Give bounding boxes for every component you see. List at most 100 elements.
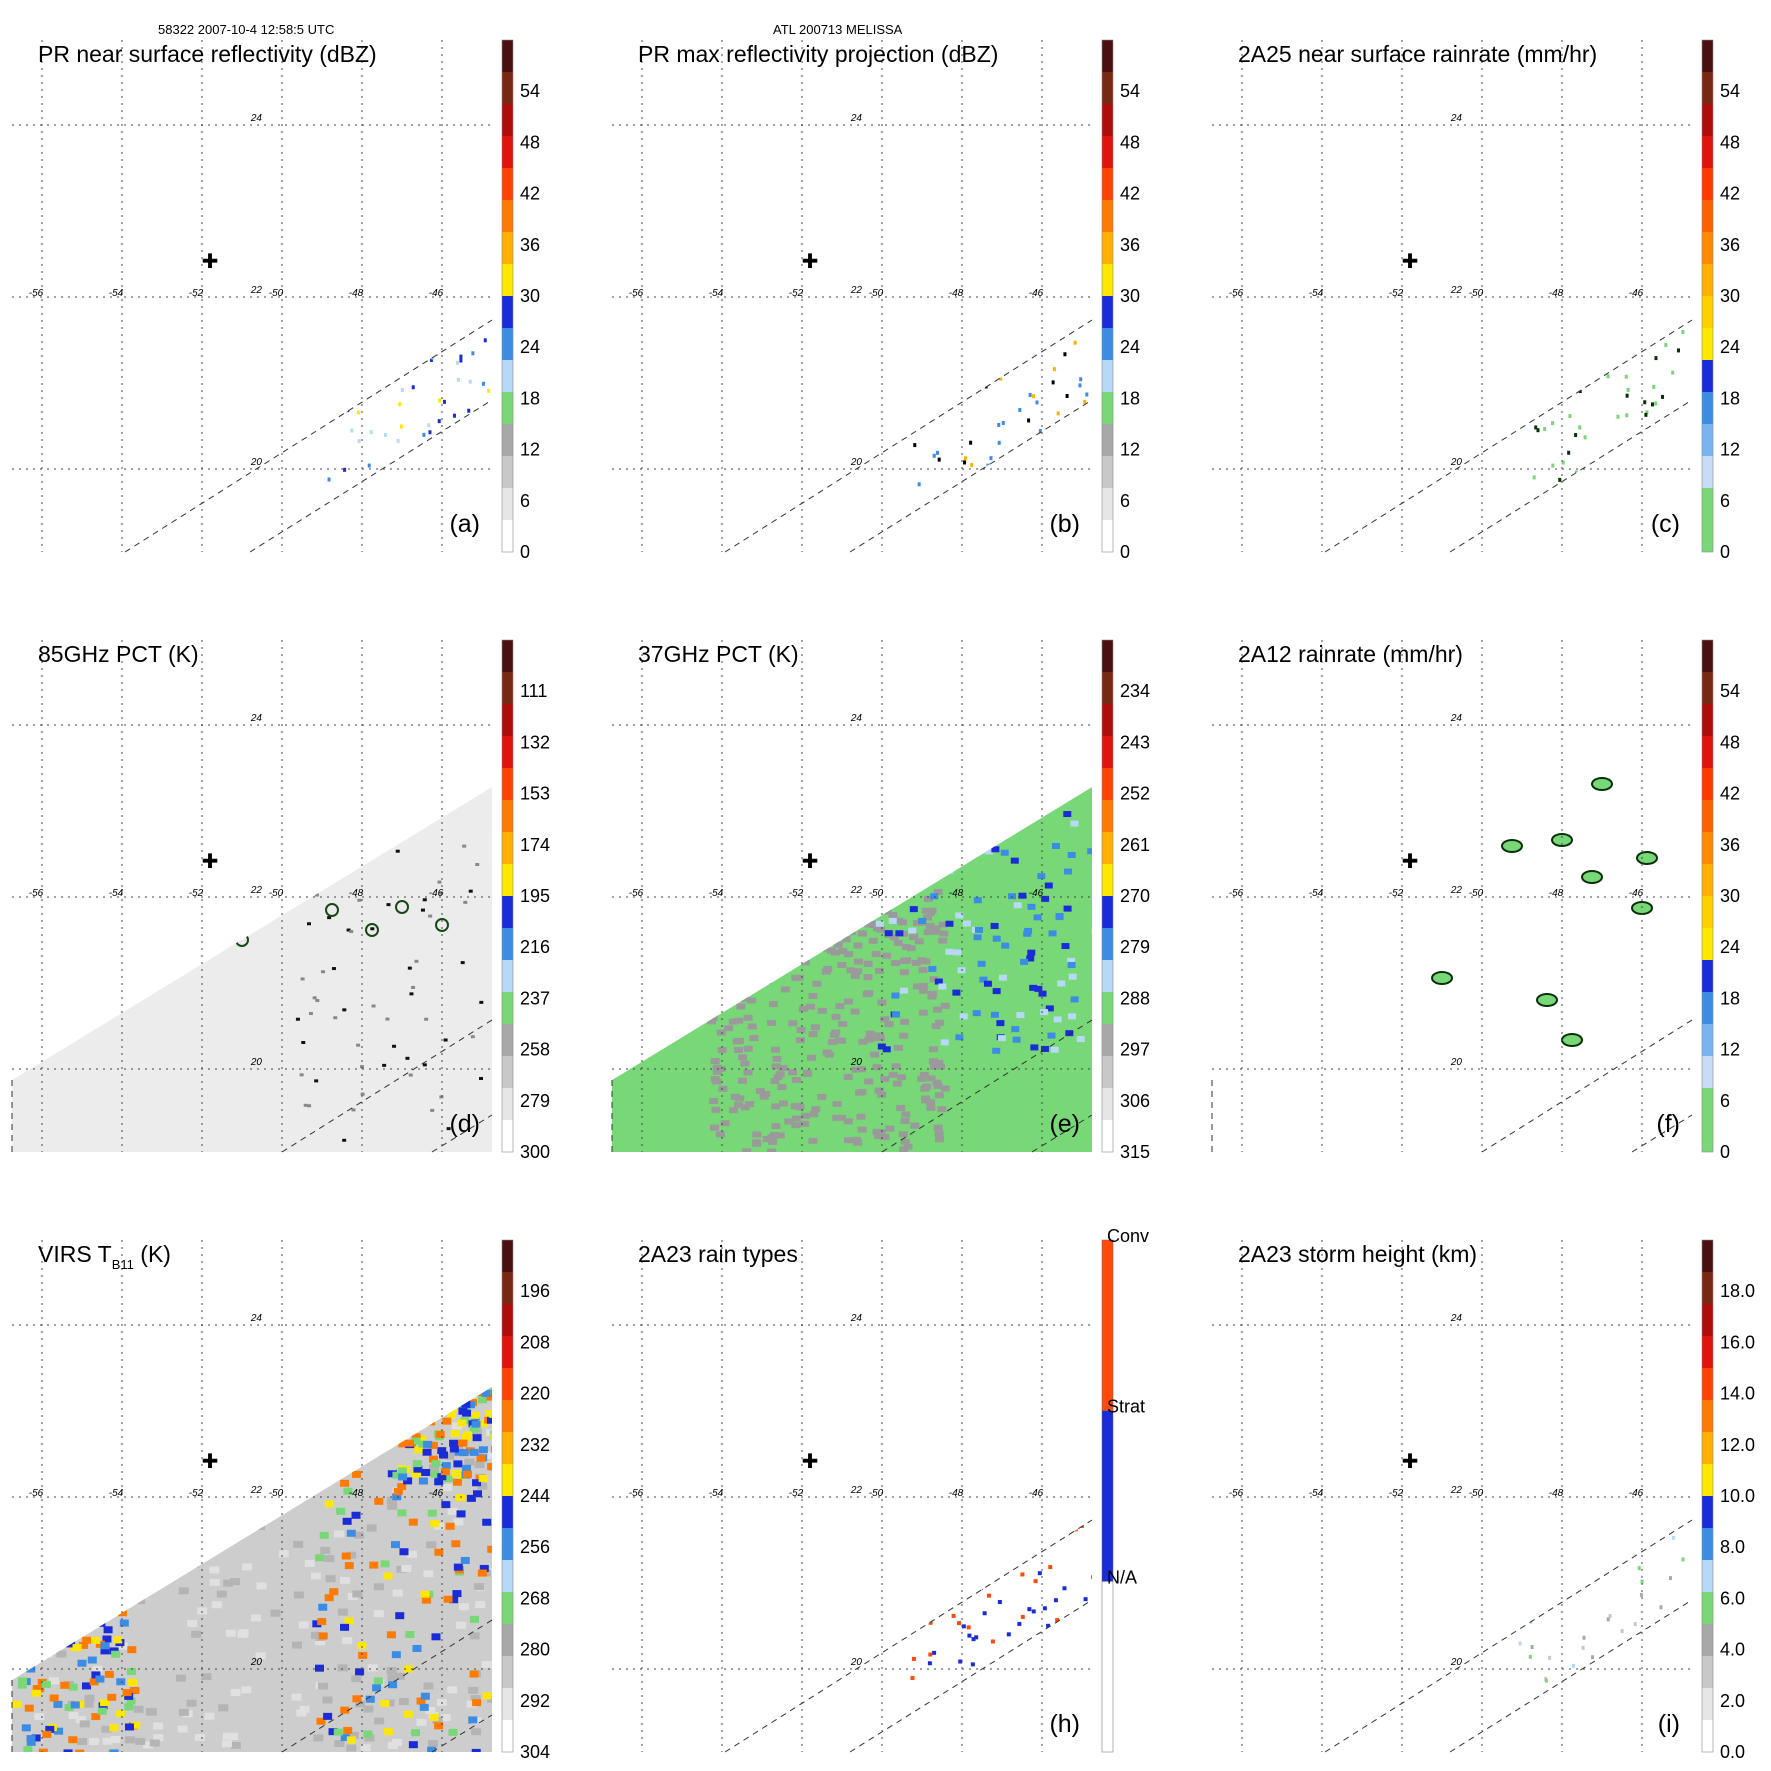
pixel — [1541, 329, 1545, 334]
pixel — [405, 1631, 415, 1639]
storm-center-marker: ✚ — [802, 1451, 819, 1473]
pixel — [792, 1115, 802, 1122]
pixel — [709, 980, 719, 987]
colorbar-segment — [1702, 640, 1713, 672]
colorbar-label: 306 — [1120, 1091, 1150, 1111]
pixel — [124, 1723, 134, 1731]
pixel — [396, 1389, 406, 1397]
pixel — [768, 1001, 778, 1008]
colorbar-label: 12 — [1720, 440, 1740, 460]
pixel — [917, 406, 921, 411]
pixel — [491, 1445, 492, 1453]
pixel — [313, 348, 317, 353]
lon-tick-label: -48 — [1549, 288, 1564, 299]
pixel — [717, 1047, 727, 1054]
pixel — [314, 893, 319, 897]
colorbar-segment — [502, 136, 513, 168]
pixel — [843, 814, 853, 821]
pixel — [1053, 1016, 1062, 1023]
pixel — [1612, 1514, 1615, 1518]
lon-tick-label: -56 — [29, 888, 44, 899]
lat-tick-label: 22 — [1450, 1485, 1463, 1496]
pixel — [991, 794, 1000, 801]
pixel — [363, 1705, 374, 1713]
pixel — [1601, 308, 1604, 312]
pixel — [209, 1566, 220, 1574]
pixel — [68, 1683, 78, 1691]
colorbar-label: 0.0 — [1720, 1742, 1745, 1762]
pixel — [966, 1625, 971, 1630]
pixel — [938, 983, 947, 990]
colorbar-label: 196 — [520, 1281, 550, 1301]
pixel — [734, 844, 744, 851]
pixel — [1070, 996, 1079, 1003]
pixel — [28, 1635, 38, 1643]
pixel — [316, 844, 321, 848]
pixel — [805, 875, 815, 882]
pixel — [79, 1720, 90, 1728]
pixel — [392, 1471, 402, 1479]
pixel — [387, 341, 391, 346]
pixel — [853, 958, 863, 965]
pixel — [990, 1011, 999, 1018]
pixel — [1020, 1572, 1025, 1577]
pixel — [715, 1131, 725, 1138]
pixel — [491, 1390, 492, 1398]
pixel — [1606, 1549, 1610, 1554]
pixel — [932, 453, 936, 458]
pixel — [1625, 413, 1629, 418]
pixel — [1654, 356, 1658, 361]
pixel — [99, 1391, 110, 1399]
pixel — [411, 1729, 421, 1737]
swath-edge — [1481, 1019, 1693, 1153]
pixel — [427, 1401, 438, 1409]
lon-tick-label: -54 — [1309, 888, 1324, 899]
colorbar-segment — [1102, 424, 1113, 456]
pixel — [440, 1468, 450, 1476]
pixel — [399, 1548, 409, 1556]
colorbar-label: 6 — [1120, 491, 1130, 511]
pixel — [1088, 423, 1092, 428]
pixel — [1609, 1560, 1613, 1565]
pixel — [424, 1017, 429, 1021]
pixel — [1063, 352, 1067, 357]
colorbar-segment — [1702, 296, 1713, 328]
pixel — [439, 1095, 444, 1099]
pixel — [431, 1387, 441, 1388]
pixel — [299, 1073, 304, 1077]
colorbar-segment — [1702, 136, 1713, 168]
lat-tick-label: 22 — [250, 1485, 263, 1496]
pixel — [1628, 1679, 1632, 1684]
pixel — [777, 893, 787, 900]
colorbar-segment — [1102, 488, 1113, 520]
pixel — [775, 1132, 785, 1139]
pixel — [892, 1080, 902, 1087]
colorbar-label: 297 — [1120, 1040, 1150, 1060]
pixel — [468, 1686, 479, 1694]
pixel — [934, 1092, 944, 1099]
pixel — [948, 1525, 953, 1530]
pixel — [856, 1066, 866, 1073]
pixel — [777, 1084, 787, 1091]
pixel — [482, 1518, 492, 1526]
lon-tick-label: -52 — [789, 288, 804, 299]
pixel — [1033, 1524, 1038, 1529]
colorbar-label: 208 — [520, 1332, 550, 1352]
pixel — [1037, 476, 1041, 481]
pixel — [914, 325, 918, 330]
colorbar-label: 42 — [1720, 784, 1740, 804]
pixel — [959, 1013, 968, 1020]
colorbar-outline — [1701, 39, 1714, 553]
colorbar-label: 14.0 — [1720, 1384, 1755, 1404]
pixel — [743, 1045, 753, 1052]
pixel — [1587, 466, 1591, 471]
pixel — [387, 1502, 398, 1510]
pixel — [738, 1054, 748, 1061]
pixel — [460, 961, 465, 965]
colorbar-segment — [1702, 1024, 1713, 1056]
pixel — [874, 967, 884, 974]
pixel — [237, 1436, 248, 1444]
pixel — [337, 1608, 348, 1616]
pixel — [1017, 1621, 1022, 1626]
colorbar-segment — [1102, 832, 1113, 864]
